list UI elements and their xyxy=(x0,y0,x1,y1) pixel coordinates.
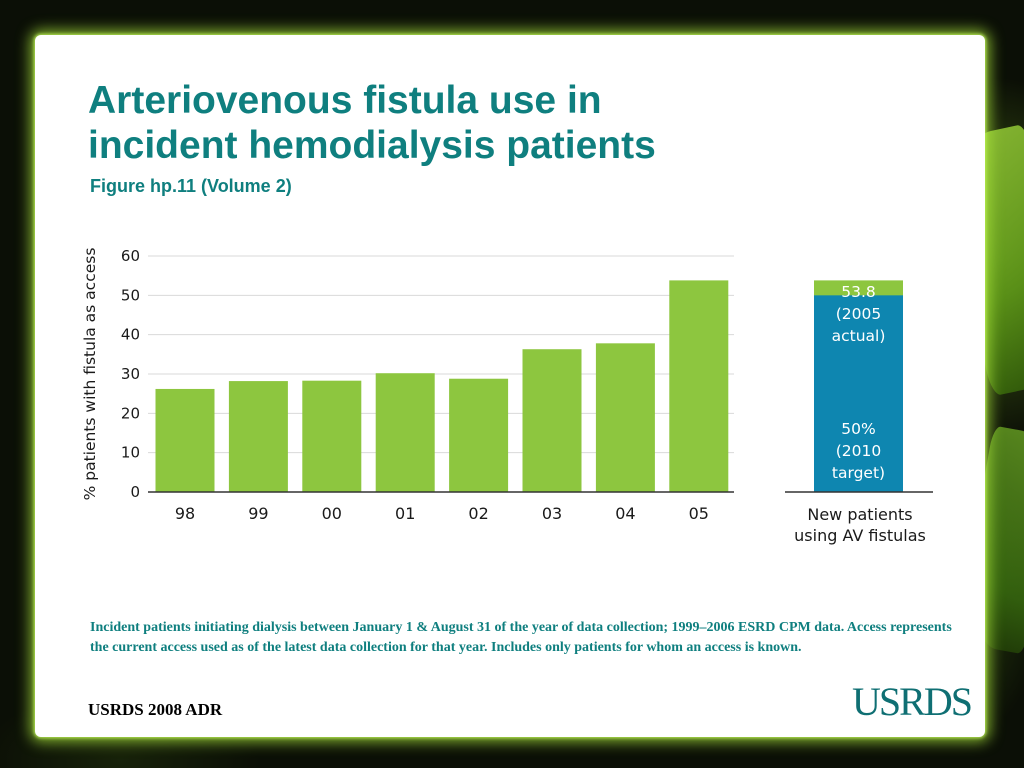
x-tick-label: 99 xyxy=(248,504,268,523)
bar xyxy=(375,373,435,492)
title-line-2: incident hemodialysis patients xyxy=(88,124,656,167)
x-tick-label: 00 xyxy=(322,504,342,523)
target-value-label: 50% xyxy=(841,420,875,438)
bar xyxy=(302,380,362,492)
x-tick-label: 02 xyxy=(468,504,488,523)
side-category-label: using AV fistulas xyxy=(794,526,926,545)
actual-value-label: actual) xyxy=(832,327,886,345)
bar xyxy=(595,343,655,492)
bar xyxy=(522,349,582,492)
y-axis-label: % patients with fistula as access xyxy=(81,248,99,501)
chart-footnote: Incident patients initiating dialysis be… xyxy=(90,620,952,655)
figure-subtitle: Figure hp.11 (Volume 2) xyxy=(90,176,292,196)
side-category-label: New patients xyxy=(807,505,912,524)
y-tick-label: 60 xyxy=(121,247,140,265)
x-tick-label: 03 xyxy=(542,504,562,523)
usrds-logo: USRDS xyxy=(852,679,973,724)
x-tick-label: 01 xyxy=(395,504,415,523)
x-tick-label: 04 xyxy=(615,504,635,523)
bar xyxy=(155,388,215,492)
y-tick-label: 50 xyxy=(121,286,140,304)
bar xyxy=(228,381,288,492)
actual-value-label: 53.8 xyxy=(841,283,876,301)
y-tick-label: 0 xyxy=(130,483,140,501)
title-line-1: Arteriovenous fistula use in xyxy=(88,79,602,122)
target-value-label: target) xyxy=(832,464,885,482)
y-tick-label: 20 xyxy=(121,404,140,422)
y-tick-label: 30 xyxy=(121,365,140,383)
target-value-label: (2010 xyxy=(836,442,882,460)
footer-source: USRDS 2008 ADR xyxy=(88,700,223,719)
y-tick-label: 10 xyxy=(121,444,140,462)
x-tick-label: 98 xyxy=(175,504,195,523)
x-tick-label: 05 xyxy=(689,504,709,523)
y-tick-label: 40 xyxy=(121,326,140,344)
target-bar xyxy=(814,295,903,492)
slide-title: Arteriovenous fistula use in incident he… xyxy=(88,78,888,168)
bar xyxy=(449,378,509,492)
bar xyxy=(669,280,729,492)
actual-value-label: (2005 xyxy=(836,305,882,323)
